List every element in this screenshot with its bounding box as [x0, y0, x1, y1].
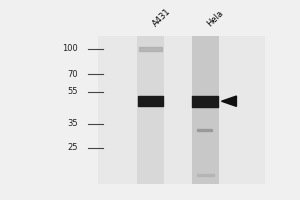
Text: 25: 25 — [68, 143, 78, 152]
Bar — [192, 36, 219, 184]
Text: 35: 35 — [68, 119, 78, 128]
Text: A431: A431 — [151, 7, 172, 29]
Text: 70: 70 — [68, 70, 78, 79]
Text: 100: 100 — [63, 44, 78, 53]
Text: Hela: Hela — [205, 9, 225, 29]
Polygon shape — [221, 96, 236, 106]
Bar — [137, 36, 164, 184]
Text: 55: 55 — [68, 87, 78, 96]
Bar — [98, 36, 265, 184]
